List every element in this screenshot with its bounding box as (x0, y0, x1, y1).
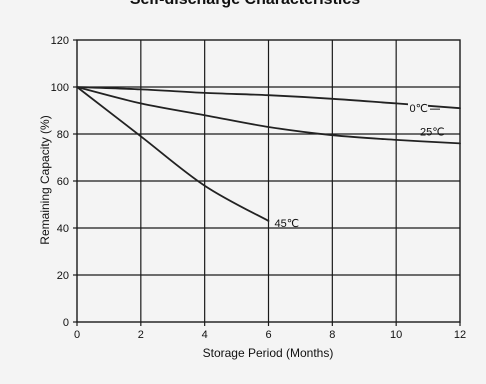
x-tick-label-12: 12 (454, 329, 466, 341)
x-axis-label: Storage Period (Months) (203, 346, 334, 360)
axis-ticks: 0 20 40 60 80 100 120 0 2 4 6 8 10 12 (51, 35, 466, 341)
series-line-0 (76, 86, 461, 110)
y-axis-label: Remaining Capacity (%) (38, 115, 52, 244)
y-tick-label-40: 40 (57, 223, 69, 235)
y-tick-label-100: 100 (51, 82, 69, 94)
x-tick-label-8: 8 (329, 329, 335, 341)
y-tick-label-120: 120 (51, 35, 69, 47)
series-line-1 (76, 86, 461, 145)
plot-area (76, 39, 461, 323)
x-tick-label-6: 6 (265, 329, 271, 341)
x-tick-label-4: 4 (202, 329, 208, 341)
y-tick-label-60: 60 (57, 176, 69, 188)
x-tick-label-0: 0 (74, 329, 80, 341)
series-line-2 (76, 86, 270, 222)
chart-title: Self-discharge Characteristics (130, 0, 360, 8)
y-tick-label-0: 0 (63, 317, 69, 329)
series-lines (76, 86, 461, 222)
y-tick-label-20: 20 (57, 270, 69, 282)
series-label-2: 45℃ (275, 218, 300, 230)
y-tick-label-80: 80 (57, 129, 69, 141)
series-labels: 0℃ 25℃ 45℃ (275, 102, 445, 230)
x-tick-label-10: 10 (390, 329, 402, 341)
series-label-1: 25℃ (420, 126, 445, 138)
series-label-0: 0℃ (410, 103, 428, 115)
series-label-backing-0 (408, 102, 428, 116)
x-tick-label-2: 2 (138, 329, 144, 341)
